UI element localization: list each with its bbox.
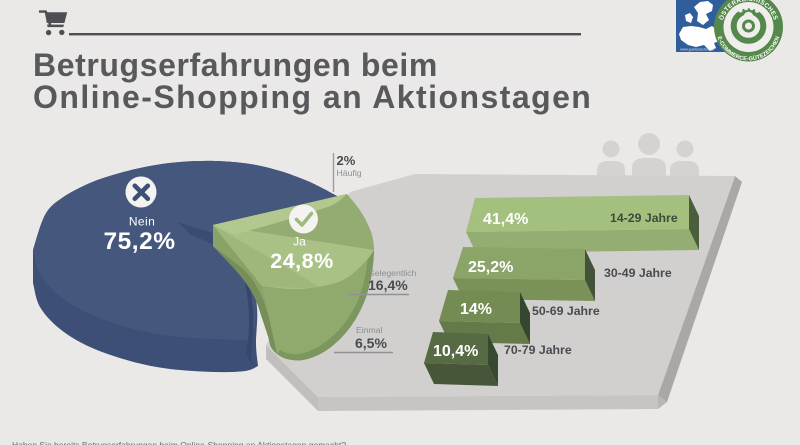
svg-text:2%: 2% — [337, 153, 356, 168]
svg-text:41,4%: 41,4% — [483, 211, 528, 228]
svg-text:14%: 14% — [460, 301, 492, 318]
svg-text:50-69 Jahre: 50-69 Jahre — [532, 304, 600, 318]
svg-text:Ja: Ja — [293, 235, 306, 249]
svg-text:Betrugserfahrungen beim: Betrugserfahrungen beim — [33, 47, 438, 83]
svg-text:70-79 Jahre: 70-79 Jahre — [504, 343, 572, 357]
svg-text:14-29 Jahre: 14-29 Jahre — [610, 211, 678, 225]
svg-text:10,4%: 10,4% — [433, 343, 478, 360]
svg-text:24,8%: 24,8% — [270, 249, 333, 273]
svg-text:Häufig: Häufig — [337, 168, 362, 178]
svg-text:Haben Sie bereits Betrugserfah: Haben Sie bereits Betrugserfahrungen bei… — [12, 440, 346, 445]
svg-text:Online-Shopping an Aktionstage: Online-Shopping an Aktionstagen — [33, 79, 592, 115]
svg-text:6,5%: 6,5% — [355, 335, 387, 351]
svg-text:www.guetezeichen.at: www.guetezeichen.at — [680, 48, 714, 52]
svg-text:30-49 Jahre: 30-49 Jahre — [604, 266, 672, 280]
svg-text:Nein: Nein — [129, 215, 155, 229]
svg-text:Einmal: Einmal — [356, 325, 383, 335]
svg-text:Gelegentlich: Gelegentlich — [368, 268, 416, 278]
svg-text:75,2%: 75,2% — [104, 228, 176, 255]
svg-text:16,4%: 16,4% — [368, 277, 408, 293]
svg-text:25,2%: 25,2% — [468, 259, 513, 276]
